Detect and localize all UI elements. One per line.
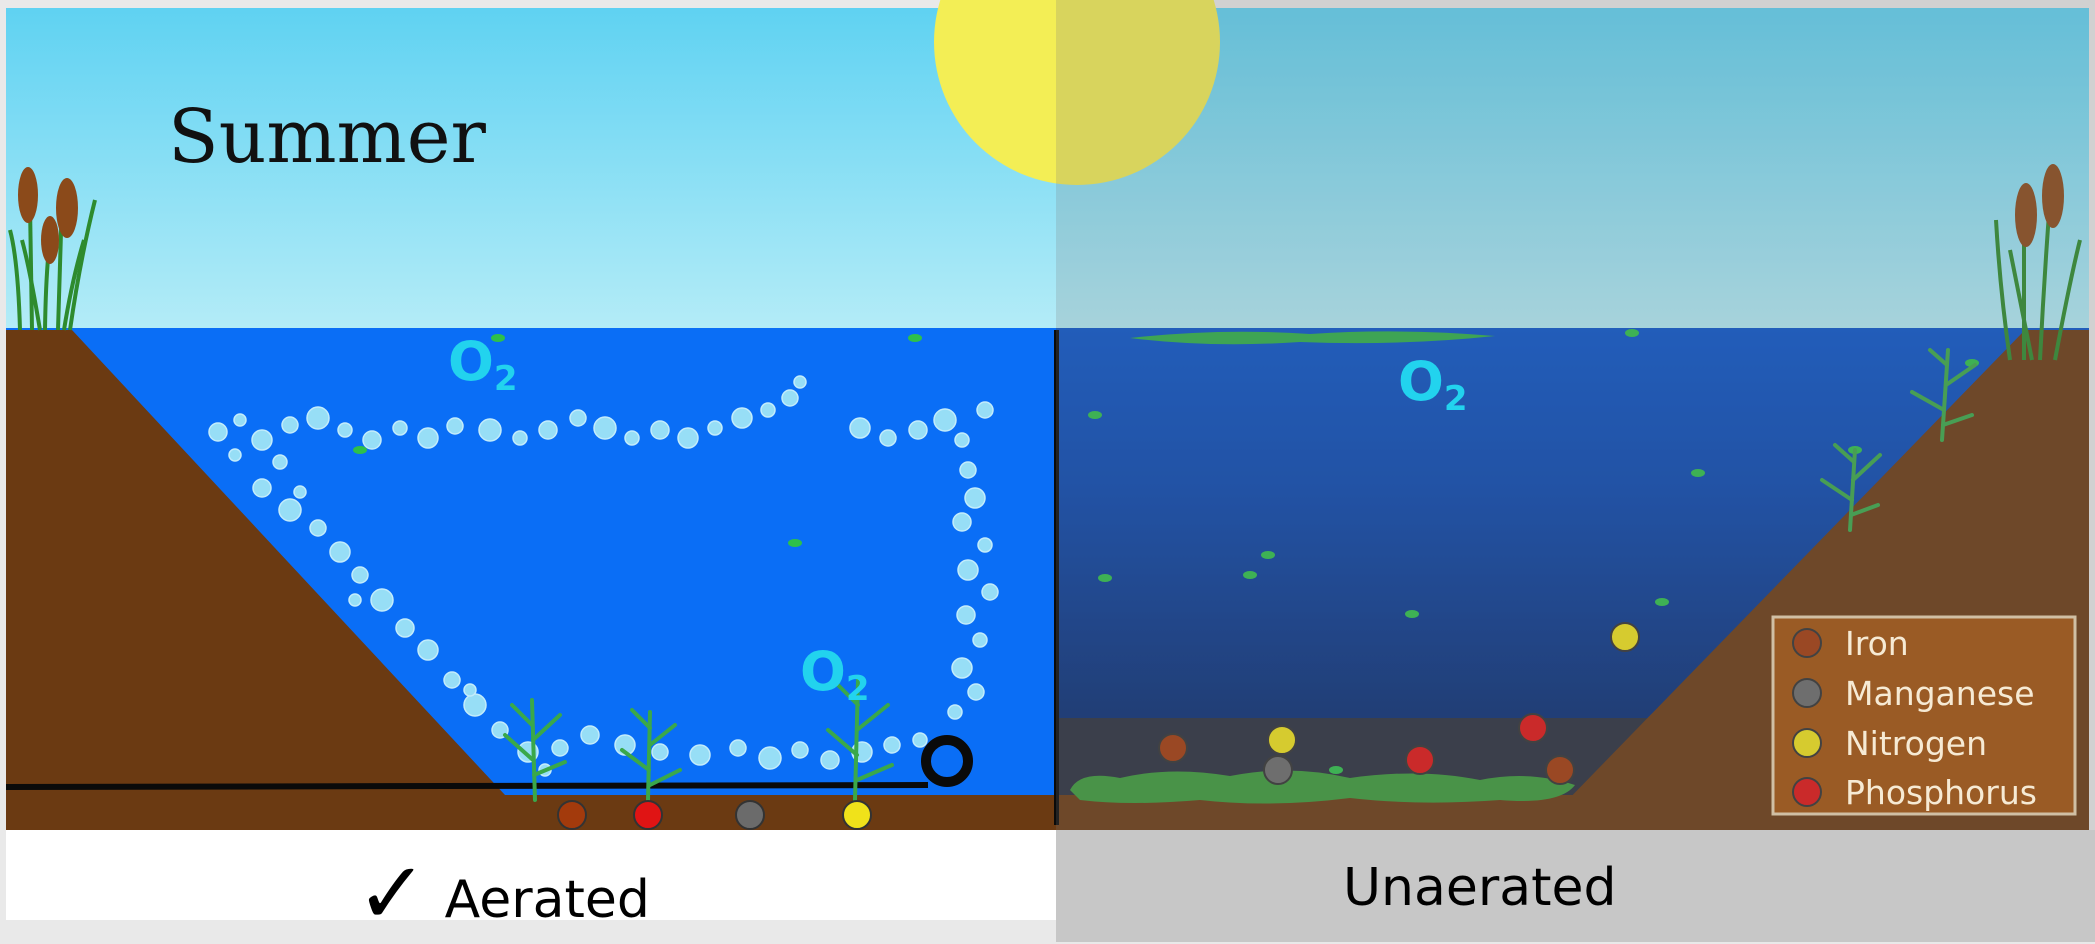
legend-swatch-phosphorus (1792, 777, 1822, 807)
caption-band-unaerated (1056, 830, 2095, 942)
sun (934, 0, 1220, 185)
nitrogen-particle (842, 800, 872, 830)
soil-bottom (6, 795, 2089, 830)
unaerated-caption: Unaerated (1343, 858, 1617, 918)
nitrogen-particle (1267, 725, 1297, 755)
caption-band-aerated (6, 830, 1056, 920)
surface-algae (1130, 331, 1495, 345)
cattail-heads-left (18, 167, 78, 264)
oxygen-subscript: 2 (493, 359, 518, 399)
oxygen-subscript: 2 (1443, 379, 1468, 419)
panel-divider (1054, 330, 1059, 825)
oxygen-subscript: 2 (845, 669, 870, 709)
nutrients-aerated (557, 800, 872, 830)
oxygen-label-bottom-left: O2 (800, 640, 870, 709)
soil-left-bank (6, 330, 505, 795)
manganese-particle (735, 800, 765, 830)
oxygen-symbol: O (1398, 350, 1444, 413)
diffuser-ring (921, 735, 973, 787)
nutrients-unaerated (1158, 622, 1640, 785)
oxygen-symbol: O (800, 640, 846, 703)
legend-swatch-iron (1792, 628, 1822, 658)
checkmark-icon: ✓ (356, 844, 429, 944)
legend-swatch-nitrogen (1792, 728, 1822, 758)
legend-label-iron: Iron (1845, 624, 1909, 663)
aquatic-plants-right (1820, 348, 1977, 532)
phosphorus-particle (1405, 745, 1435, 775)
oxygen-label-surface-right: O2 (1398, 350, 1468, 419)
season-title: Summer (168, 94, 486, 180)
aerated-caption: ✓ Aerated (356, 838, 650, 944)
aquatic-plants-left (503, 678, 894, 802)
legend-swatches (1792, 628, 1822, 807)
iron-particle (1158, 733, 1188, 763)
phosphorus-particle (633, 800, 663, 830)
oxygen-label-surface-left: O2 (448, 330, 518, 399)
aerated-label: Aerated (444, 870, 650, 930)
oxygen-symbol: O (448, 330, 494, 393)
legend-label-nitrogen: Nitrogen (1845, 724, 1987, 763)
unaerated-shade (1056, 0, 2095, 830)
cattail-heads-right (2015, 164, 2064, 247)
iron-particle (557, 800, 587, 830)
legend-label-manganese: Manganese (1845, 674, 2035, 713)
legend-box (1771, 615, 2077, 816)
algae-specks (353, 329, 1979, 774)
iron-particle (1545, 755, 1575, 785)
nitrogen-particle (1610, 622, 1640, 652)
aeration-hose (5, 782, 929, 790)
legend-label-phosphorus: Phosphorus (1845, 773, 2037, 812)
phosphorus-particle (1518, 713, 1548, 743)
manganese-particle (1263, 755, 1293, 785)
bottom-algae-mat (1070, 770, 1575, 804)
legend-swatch-manganese (1792, 678, 1822, 708)
